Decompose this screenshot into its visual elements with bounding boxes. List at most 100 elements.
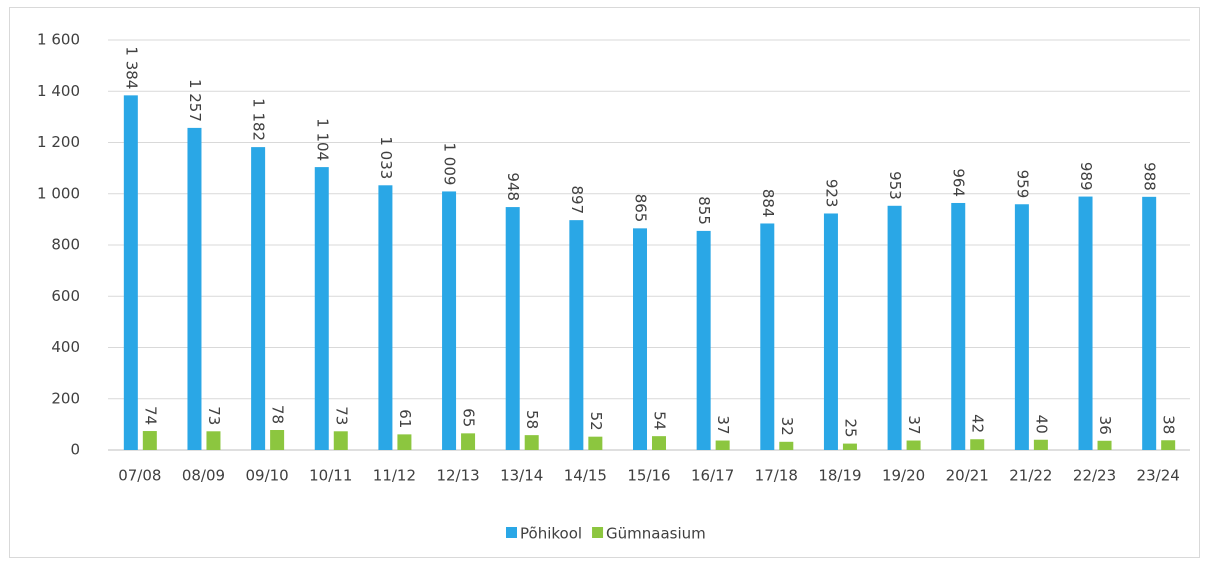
bar xyxy=(588,436,603,450)
legend-swatch xyxy=(506,527,517,538)
x-tick-label: 20/21 xyxy=(946,467,989,485)
data-label: 1 009 xyxy=(441,142,459,185)
bar xyxy=(823,213,838,450)
bar xyxy=(397,434,412,450)
bar xyxy=(524,435,539,450)
bar xyxy=(333,431,348,450)
data-label: 73 xyxy=(332,406,350,425)
x-tick-label: 19/20 xyxy=(882,467,925,485)
x-tick-label: 07/08 xyxy=(118,467,161,485)
bar xyxy=(187,127,202,451)
data-label: 54 xyxy=(651,411,669,430)
legend-label: Gümnaasium xyxy=(606,525,706,543)
x-tick-label: 23/24 xyxy=(1137,467,1180,485)
x-tick-label: 12/13 xyxy=(436,467,479,485)
bar xyxy=(1078,196,1093,450)
legend-swatch xyxy=(592,527,604,538)
bar xyxy=(652,436,666,450)
data-label: 58 xyxy=(523,410,541,429)
bar xyxy=(206,431,221,450)
bar xyxy=(569,220,584,450)
data-label: 988 xyxy=(1141,162,1159,191)
x-tick-label: 10/11 xyxy=(309,467,352,485)
bar xyxy=(970,439,985,450)
bar xyxy=(842,443,857,450)
bar xyxy=(951,202,966,450)
x-tick-label: 17/18 xyxy=(755,467,798,485)
data-label: 865 xyxy=(632,194,650,223)
x-tick-label: 21/22 xyxy=(1009,467,1052,485)
y-tick-label: 200 xyxy=(51,389,80,407)
y-tick-label: 400 xyxy=(51,338,80,356)
y-tick-label: 0 xyxy=(70,441,80,459)
data-label: 855 xyxy=(695,196,713,225)
data-label: 74 xyxy=(141,406,159,425)
data-label: 78 xyxy=(269,405,287,424)
data-label: 25 xyxy=(841,419,859,438)
data-label: 1 033 xyxy=(377,136,395,179)
bar xyxy=(378,185,393,450)
data-label: 38 xyxy=(1160,415,1178,434)
bar xyxy=(696,230,711,450)
x-tick-label: 18/19 xyxy=(818,467,861,485)
x-tick-label: 11/12 xyxy=(373,467,416,485)
data-label: 65 xyxy=(460,408,478,427)
x-tick-label: 22/23 xyxy=(1073,467,1116,485)
data-label: 948 xyxy=(504,172,522,201)
bar xyxy=(1161,440,1176,450)
bar xyxy=(505,207,520,450)
data-label: 953 xyxy=(886,171,904,200)
bar xyxy=(270,430,285,450)
data-label: 1 104 xyxy=(313,118,331,161)
bar xyxy=(1014,204,1029,450)
y-tick-label: 1 600 xyxy=(37,31,80,49)
data-label: 897 xyxy=(568,186,586,215)
data-label: 37 xyxy=(905,415,923,434)
data-label: 52 xyxy=(587,412,605,431)
data-label: 923 xyxy=(822,179,840,208)
data-label: 40 xyxy=(1032,415,1050,434)
x-tick-label: 09/10 xyxy=(246,467,289,485)
bar xyxy=(760,223,775,450)
x-tick-label: 14/15 xyxy=(564,467,607,485)
bar xyxy=(142,431,157,450)
data-label: 32 xyxy=(778,417,796,436)
y-tick-label: 800 xyxy=(51,236,80,254)
bar xyxy=(1033,439,1048,450)
bar xyxy=(715,440,730,450)
x-tick-label: 15/16 xyxy=(627,467,670,485)
bar xyxy=(1097,440,1112,450)
data-label: 61 xyxy=(396,409,414,428)
data-label: 959 xyxy=(1013,170,1031,199)
bar xyxy=(442,191,457,450)
bar xyxy=(251,147,266,451)
data-label: 1 384 xyxy=(122,46,140,89)
bar xyxy=(1142,196,1157,450)
data-label: 1 257 xyxy=(186,79,204,122)
x-tick-label: 08/09 xyxy=(182,467,225,485)
y-tick-label: 1 000 xyxy=(37,184,80,202)
data-label: 884 xyxy=(759,189,777,218)
bar xyxy=(314,167,329,450)
bar xyxy=(887,205,902,450)
bar xyxy=(779,441,794,450)
y-tick-label: 1 400 xyxy=(37,82,80,100)
data-label: 1 182 xyxy=(250,98,268,141)
bar xyxy=(906,440,921,450)
x-tick-label: 16/17 xyxy=(691,467,734,485)
bar xyxy=(123,95,138,450)
y-tick-label: 1 200 xyxy=(37,133,80,151)
data-label: 37 xyxy=(714,415,732,434)
data-label: 964 xyxy=(950,168,968,197)
chart-border xyxy=(9,7,1200,558)
data-label: 36 xyxy=(1096,416,1114,435)
data-label: 73 xyxy=(205,406,223,425)
legend-label: Põhikool xyxy=(520,525,582,543)
data-label: 989 xyxy=(1077,162,1095,191)
bar xyxy=(461,433,476,450)
y-tick-label: 600 xyxy=(51,287,80,305)
data-label: 42 xyxy=(969,414,987,433)
bar xyxy=(633,228,647,450)
x-tick-label: 13/14 xyxy=(500,467,543,485)
